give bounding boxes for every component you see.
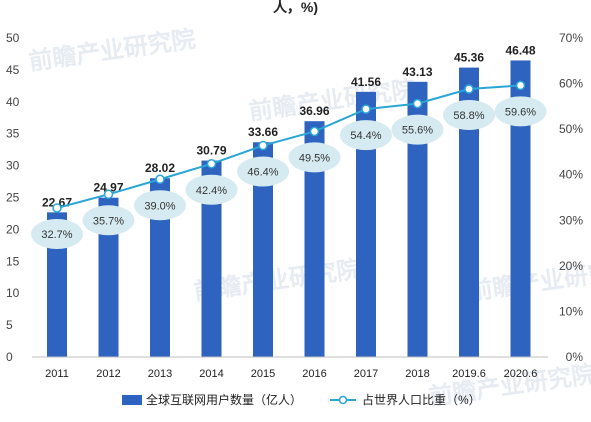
line-value-label: 39.0% [144, 200, 175, 212]
y-right-tick-label: 40% [559, 168, 583, 182]
y-left-tick-label: 5 [6, 318, 13, 332]
line-label-bubble [185, 174, 238, 205]
line-value-label: 59.6% [505, 106, 536, 118]
line-value-label: 46.4% [247, 167, 278, 179]
line-point [52, 203, 62, 213]
x-tick-label: 2011 [45, 368, 69, 380]
y-left-tick-label: 15 [6, 254, 20, 268]
line-point [206, 159, 217, 169]
bar [253, 142, 273, 357]
line-value-label: 58.8% [453, 110, 484, 122]
legend: 全球互联网用户数量（亿人） 占世界人口比重（%） [122, 392, 481, 407]
line-point [309, 126, 320, 137]
bar-value-label: 36.96 [299, 104, 329, 118]
line-label-bubble [494, 96, 547, 127]
y-right-tick-label: 10% [559, 304, 583, 318]
y-left-tick-label: 10 [6, 286, 20, 300]
y-left-tick-label: 50 [6, 31, 20, 45]
line-label-bubble [82, 205, 135, 236]
line-label-bubble [237, 156, 289, 187]
y-right-tick-label: 20% [559, 259, 583, 273]
y-left-tick-label: 35 [6, 127, 20, 141]
bar [304, 121, 325, 358]
bar-value-label: 30.79 [196, 144, 226, 158]
line-point [412, 98, 423, 109]
bar-value-label: 43.13 [402, 65, 432, 79]
x-tick-label: 2019.6 [452, 368, 486, 380]
line-series [56, 84, 521, 209]
bar [201, 160, 222, 357]
bar-value-label: 33.66 [248, 125, 278, 139]
y-left-tick-label: 45 [6, 63, 20, 77]
line-value-label: 49.5% [299, 152, 330, 164]
y-left-tick-label: 25 [6, 191, 20, 205]
bar [98, 197, 119, 357]
x-tick-label: 2017 [354, 368, 378, 380]
x-tick-label: 2012 [96, 368, 120, 380]
x-tick-label: 2016 [302, 368, 326, 380]
chart-title-fragment: 人，%) [272, 0, 319, 15]
y-right-tick-label: 70% [559, 31, 583, 45]
bar-value-label: 28.02 [145, 161, 175, 175]
line-value-label: 55.6% [402, 125, 433, 137]
y-left-tick-label: 40 [6, 95, 20, 109]
axis-layer: 0 5 10 15 20 25 30 35 40 45 50 0% 10% 20% 30% 40% 50% 60%… [6, 31, 583, 380]
bar [356, 91, 376, 357]
bar-value-label: 45.36 [454, 51, 484, 65]
bar [510, 60, 531, 357]
y-right-tick-label: 60% [559, 77, 583, 91]
line-label-bubble [31, 218, 83, 249]
line-value-label: 35.7% [93, 215, 124, 227]
bar [459, 67, 479, 357]
line-label-bubble [288, 142, 341, 173]
legend-line-marker [338, 395, 348, 405]
line-point [155, 174, 165, 185]
line-point [464, 84, 474, 94]
y-right-tick-label: 0% [566, 350, 584, 364]
x-tick-label: 2015 [251, 368, 275, 380]
legend-line-label: 占世界人口比重（%） [362, 392, 481, 407]
line-label-bubble [134, 190, 186, 221]
y-left-tick-label: 20 [6, 222, 20, 236]
y-left-tick-label: 0 [6, 350, 13, 364]
line-layer: 32.7% 35.7% 39.0% 42.4% 46.4% 49.5% 54.4% 55.6%… [31, 80, 547, 249]
line-value-label: 54.4% [350, 130, 381, 142]
y-right-tick-label: 50% [559, 122, 583, 136]
x-tick-label: 2018 [405, 368, 429, 380]
bar-value-label: 41.56 [351, 75, 381, 89]
watermark-text: 前瞻产业研究院 [27, 25, 197, 76]
watermark-text: 前瞻产业研究院 [247, 75, 417, 126]
line-point [361, 104, 371, 114]
line-label-bubble [391, 114, 444, 145]
line-point [258, 140, 268, 151]
line-point [103, 189, 114, 200]
x-tick-label: 2020.6 [504, 368, 538, 380]
y-right-tick-label: 30% [559, 213, 583, 227]
line-value-label: 42.4% [196, 185, 227, 197]
line-value-label: 32.7% [41, 229, 72, 241]
y-left-tick-label: 30 [6, 159, 20, 173]
bar [150, 178, 170, 357]
line-point [515, 80, 526, 91]
x-tick-label: 2013 [148, 368, 172, 380]
line-label-bubble [340, 120, 392, 151]
bar [407, 81, 428, 357]
legend-bar-label: 全球互联网用户数量（亿人） [146, 392, 302, 407]
bar-value-label: 46.48 [505, 43, 535, 57]
x-tick-label: 2014 [199, 368, 223, 380]
line-label-bubble [443, 100, 495, 131]
legend-bar-swatch [122, 395, 142, 405]
